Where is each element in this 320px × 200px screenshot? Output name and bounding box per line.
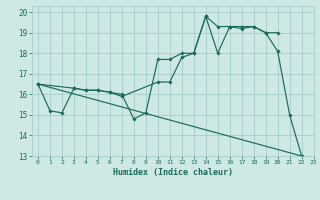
X-axis label: Humidex (Indice chaleur): Humidex (Indice chaleur) (113, 168, 233, 177)
